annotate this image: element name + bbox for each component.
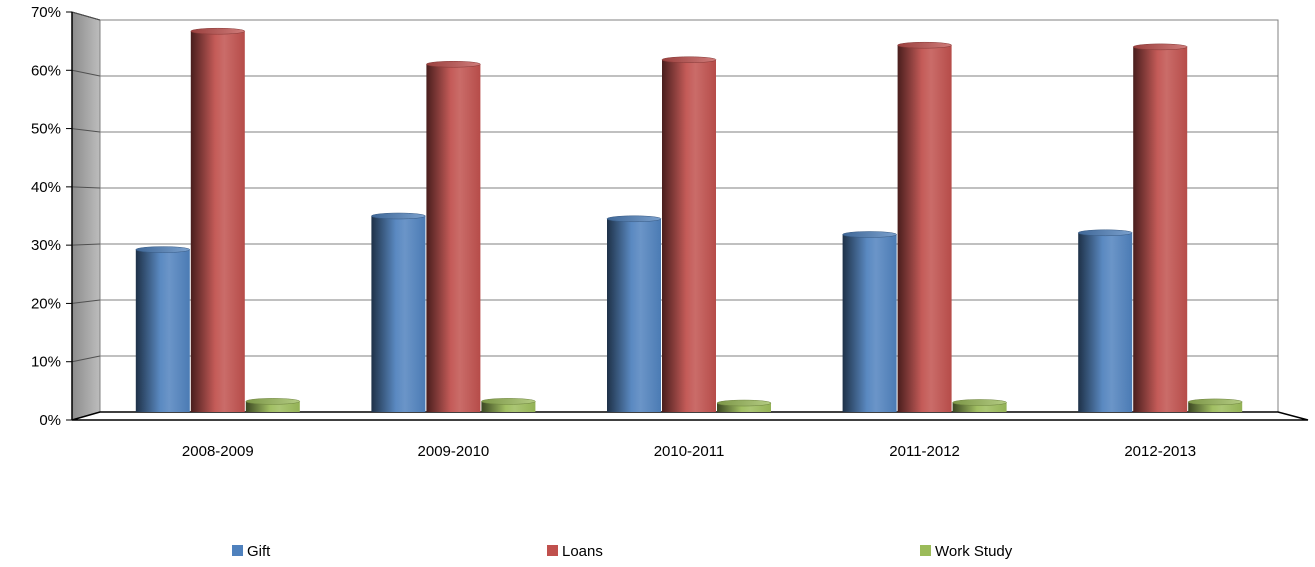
legend-swatch: [547, 545, 558, 556]
floor: [71, 411, 1309, 421]
gridline-side: [71, 128, 101, 133]
bar-work-study-2010-2011: [716, 399, 772, 412]
x-tick-label: 2012-2013: [1124, 443, 1196, 460]
legend: Gift Loans Work Study: [232, 543, 1013, 560]
bar-cap: [426, 60, 481, 68]
bar-body: [1133, 46, 1188, 412]
bar-cap: [371, 212, 426, 220]
bar-body: [245, 401, 300, 412]
y-tick-label: 10%: [31, 354, 61, 371]
y-tick-label: 50%: [31, 121, 61, 138]
bar-body: [662, 59, 716, 412]
y-tick-label: 0%: [39, 412, 61, 429]
bar-cap: [897, 41, 952, 49]
bar-body: [190, 31, 245, 412]
bar-cap: [1132, 43, 1188, 51]
y-tick-label: 30%: [31, 237, 61, 254]
bar-work-study-2009-2010: [481, 398, 536, 412]
bar-body: [842, 234, 897, 412]
bar-work-study-2008-2009: [245, 398, 301, 412]
bar-cap: [190, 27, 246, 35]
bar-cap: [245, 398, 301, 405]
x-axis-tick-labels: 2008-2009 2009-2010 2010-2011 2011-2012 2012…: [182, 443, 1196, 460]
gridline-side: [71, 186, 101, 189]
bar-cap: [842, 231, 897, 238]
bar-body: [897, 45, 952, 412]
gridline-side: [71, 243, 101, 246]
bar-gift-2010-2011: [606, 215, 662, 412]
bar-loans-2011-2012: [897, 41, 952, 412]
bar-loans-2010-2011: [661, 56, 717, 412]
bar-cap: [135, 246, 191, 253]
y-tick-label: 60%: [31, 62, 61, 79]
legend-swatch: [920, 545, 931, 556]
bar-loans-2012-2013: [1132, 43, 1188, 412]
y-tick-label: 20%: [31, 295, 61, 312]
legend-label: Work Study: [935, 543, 1013, 560]
bar-cap: [481, 398, 536, 405]
bar-body: [426, 64, 481, 413]
legend-item-loans: Loans: [547, 543, 603, 560]
bar-body: [135, 249, 190, 412]
legend-label: Gift: [247, 543, 271, 560]
bar-gift-2009-2010: [371, 212, 426, 412]
bar-cap: [1187, 398, 1243, 406]
y-tick-label: 70%: [31, 4, 61, 21]
bar-loans-2008-2009: [190, 27, 246, 412]
bar-body: [607, 218, 661, 412]
gridline-side: [71, 69, 101, 77]
bar-gift-2008-2009: [135, 246, 191, 412]
gridline-side: [71, 299, 101, 304]
y-tick-label: 40%: [31, 179, 61, 196]
bar-loans-2009-2010: [426, 60, 481, 413]
bar-body: [1078, 232, 1133, 412]
bar-body: [952, 402, 1007, 412]
bar-body: [717, 403, 771, 412]
bar-cap: [952, 399, 1007, 406]
x-tick-label: 2010-2011: [654, 443, 725, 460]
bar-work-study-2011-2012: [952, 399, 1007, 412]
x-tick-label: 2009-2010: [418, 443, 490, 460]
bar-body: [481, 401, 536, 412]
x-tick-label: 2008-2009: [182, 443, 254, 460]
bar-cap: [606, 215, 662, 223]
gridline-side: [71, 355, 101, 363]
bar-cap: [716, 399, 772, 407]
y-axis-tick-labels: 0% 10% 20% 30% 40% 50% 60% 70%: [31, 4, 61, 429]
legend-item-gift: Gift: [232, 543, 271, 560]
bars: [135, 27, 1243, 413]
legend-item-work-study: Work Study: [920, 543, 1013, 560]
legend-label: Loans: [562, 543, 603, 560]
bar-cap: [1077, 229, 1133, 237]
bar-body: [371, 216, 426, 412]
legend-swatch: [232, 545, 243, 556]
bar-cap: [661, 56, 717, 64]
bar-work-study-2012-2013: [1187, 398, 1243, 412]
bar-gift-2012-2013: [1077, 229, 1133, 412]
bar-body: [1188, 401, 1243, 412]
bar-gift-2011-2012: [842, 231, 897, 412]
gridline-side: [71, 11, 101, 21]
x-tick-label: 2011-2012: [889, 443, 960, 460]
